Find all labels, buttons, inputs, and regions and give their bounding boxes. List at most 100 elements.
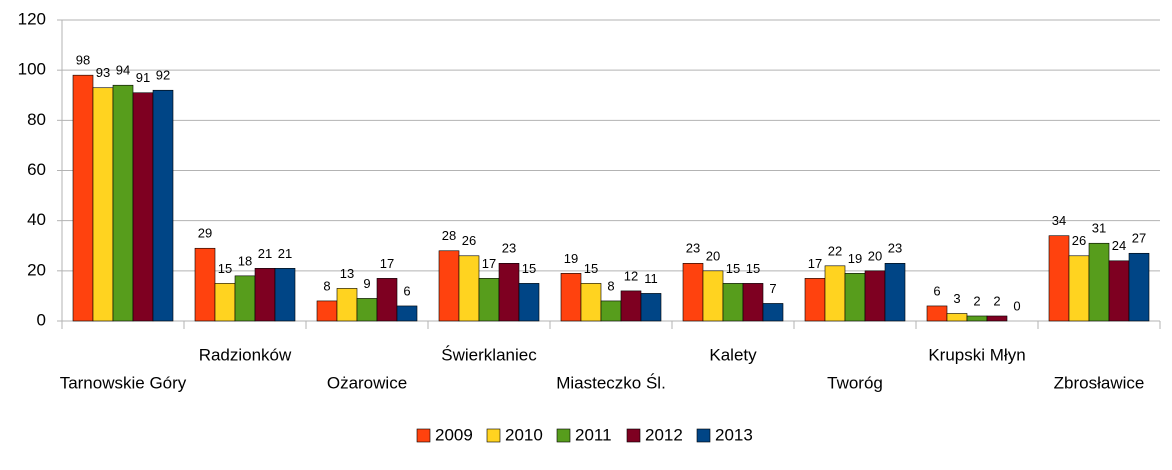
x-tick-label: Krupski Młyn (928, 345, 1025, 364)
legend-label: 2013 (715, 425, 753, 444)
legend-swatch (626, 428, 641, 443)
bar (92, 87, 114, 322)
bar (1128, 252, 1150, 322)
bar (376, 278, 398, 322)
data-label: 98 (76, 53, 90, 68)
y-tick-label: 100 (18, 60, 46, 79)
bar (1048, 235, 1070, 322)
x-tick-label: Zbrosławice (1054, 373, 1145, 392)
data-label: 19 (848, 251, 862, 266)
x-tick-label: Tarnowskie Góry (60, 373, 187, 392)
bar (722, 283, 744, 322)
data-label: 31 (1092, 221, 1106, 236)
bar (194, 247, 216, 322)
data-label: 13 (340, 266, 354, 281)
x-tick-label: Radzionków (199, 345, 292, 364)
bar (946, 313, 968, 322)
data-label: 2 (973, 293, 980, 308)
data-label: 24 (1112, 238, 1126, 253)
x-tick-label: Kalety (709, 345, 757, 364)
bar (214, 283, 236, 322)
bar (1068, 255, 1090, 322)
data-label: 15 (726, 261, 740, 276)
data-label: 20 (868, 248, 882, 263)
data-label: 8 (607, 278, 614, 293)
data-label: 0 (1013, 298, 1020, 313)
bar (560, 273, 582, 322)
bar (682, 263, 704, 322)
x-tick-label: Tworóg (827, 373, 883, 392)
data-label: 93 (96, 65, 110, 80)
y-tick-label: 60 (27, 160, 46, 179)
bar (498, 263, 520, 322)
y-tick-label: 0 (37, 310, 46, 329)
bar (112, 84, 134, 322)
data-label: 21 (278, 246, 292, 261)
bar (1108, 260, 1130, 322)
legend-label: 2012 (645, 425, 683, 444)
bar (254, 268, 276, 322)
data-label: 15 (584, 261, 598, 276)
data-label: 17 (482, 256, 496, 271)
data-label: 3 (953, 291, 960, 306)
bar (316, 300, 338, 322)
data-label: 26 (1072, 233, 1086, 248)
legend-swatch (696, 428, 711, 443)
data-label: 8 (323, 278, 330, 293)
bar (804, 278, 826, 322)
data-label: 92 (156, 68, 170, 83)
bar (742, 283, 764, 322)
data-label: 34 (1052, 213, 1066, 228)
data-label: 23 (686, 241, 700, 256)
y-tick-label: 40 (27, 210, 46, 229)
data-label: 21 (258, 246, 272, 261)
legend-label: 2011 (575, 425, 612, 444)
bar (600, 300, 622, 322)
data-label: 2 (993, 293, 1000, 308)
data-label: 15 (746, 261, 760, 276)
data-label: 29 (198, 226, 212, 241)
bar (640, 293, 662, 322)
legend-swatch (486, 428, 501, 443)
data-label: 6 (403, 283, 410, 298)
data-label: 15 (218, 261, 232, 276)
data-label: 26 (462, 233, 476, 248)
data-label: 19 (564, 251, 578, 266)
legend-label: 2009 (435, 425, 473, 444)
bar (864, 270, 886, 322)
x-tick-label: Miasteczko Śl. (556, 373, 666, 392)
data-label: 91 (136, 70, 150, 85)
bar (132, 92, 154, 322)
data-label: 6 (933, 283, 940, 298)
data-label: 7 (769, 281, 776, 296)
bar (458, 255, 480, 322)
bar (234, 275, 256, 322)
legend-label: 2010 (505, 425, 543, 444)
bar (884, 263, 906, 322)
bar (274, 268, 296, 322)
bar (396, 305, 418, 322)
data-label: 15 (522, 261, 536, 276)
bar (356, 298, 378, 322)
y-tick-label: 80 (27, 110, 46, 129)
bar (762, 303, 784, 322)
data-label: 18 (238, 253, 252, 268)
bar (702, 270, 724, 322)
data-label: 28 (442, 228, 456, 243)
data-label: 9 (363, 276, 370, 291)
bar (824, 265, 846, 322)
bar (1088, 242, 1110, 322)
data-label: 12 (624, 268, 638, 283)
bar (336, 288, 358, 322)
data-label: 22 (828, 243, 842, 258)
legend-swatch (556, 428, 571, 443)
data-label: 11 (644, 271, 658, 286)
bar (478, 278, 500, 322)
y-tick-label: 120 (18, 9, 46, 28)
y-tick-label: 20 (27, 260, 46, 279)
data-label: 17 (808, 256, 822, 271)
bar (986, 315, 1008, 322)
bar (72, 74, 94, 322)
bar (580, 283, 602, 322)
